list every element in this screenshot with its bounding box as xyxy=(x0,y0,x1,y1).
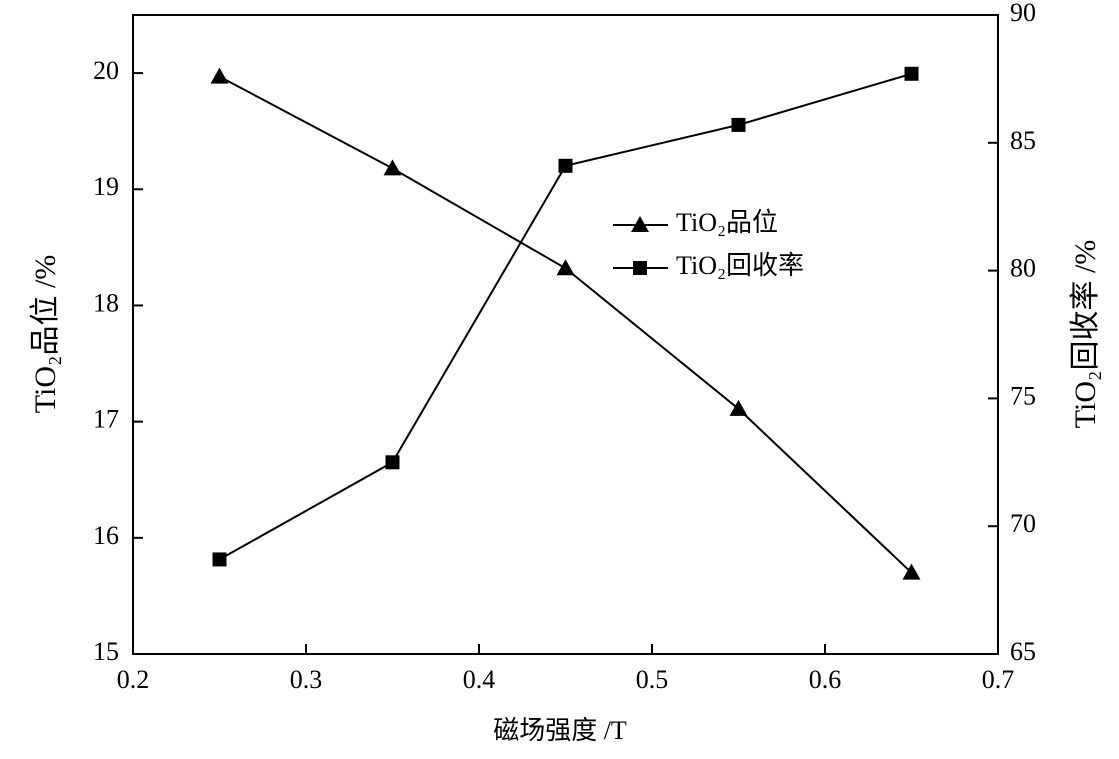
square-marker xyxy=(731,117,746,132)
x-tick-label: 0.7 xyxy=(982,665,1015,694)
legend-marker xyxy=(631,216,649,232)
y2-axis-label: TiO₂回收率 /% xyxy=(1069,240,1102,429)
series-line xyxy=(219,72,912,561)
y-tick-label: 18 xyxy=(93,288,119,317)
triangle-marker xyxy=(383,159,402,176)
x-tick-label: 0.6 xyxy=(809,665,842,694)
square-marker xyxy=(212,552,227,567)
y2-tick-label: 65 xyxy=(1010,637,1036,666)
y-tick-label: 20 xyxy=(93,56,119,85)
square-marker xyxy=(558,158,573,173)
series-line xyxy=(219,75,913,574)
y-tick-label: 17 xyxy=(93,405,119,434)
y2-tick-label: 80 xyxy=(1010,254,1036,283)
x-tick-label: 0.3 xyxy=(290,665,323,694)
x-tick-label: 0.4 xyxy=(463,665,496,694)
x-tick-label: 0.2 xyxy=(117,665,150,694)
triangle-marker xyxy=(729,399,748,416)
plot-frame xyxy=(132,14,999,655)
y2-tick-label: 70 xyxy=(1010,509,1036,538)
y2-tick-label: 75 xyxy=(1010,381,1036,410)
x-axis-label: 磁场强度 /T xyxy=(493,716,627,745)
legend-marker xyxy=(633,261,647,275)
legend-label: TiO₂品位 xyxy=(676,208,778,237)
square-marker xyxy=(904,66,919,81)
y-tick-label: 15 xyxy=(93,637,119,666)
y2-tick-label: 90 xyxy=(1010,0,1036,27)
triangle-marker xyxy=(902,563,921,580)
legend-label: TiO₂回收率 xyxy=(676,251,804,280)
triangle-marker xyxy=(556,259,575,276)
triangle-marker xyxy=(210,67,229,84)
x-tick-label: 0.5 xyxy=(636,665,669,694)
y-tick-label: 16 xyxy=(93,521,119,550)
y2-tick-label: 85 xyxy=(1010,126,1036,155)
y-axis-label: TiO₂品位 /% xyxy=(29,255,62,414)
y-tick-label: 19 xyxy=(93,172,119,201)
square-marker xyxy=(385,455,400,470)
